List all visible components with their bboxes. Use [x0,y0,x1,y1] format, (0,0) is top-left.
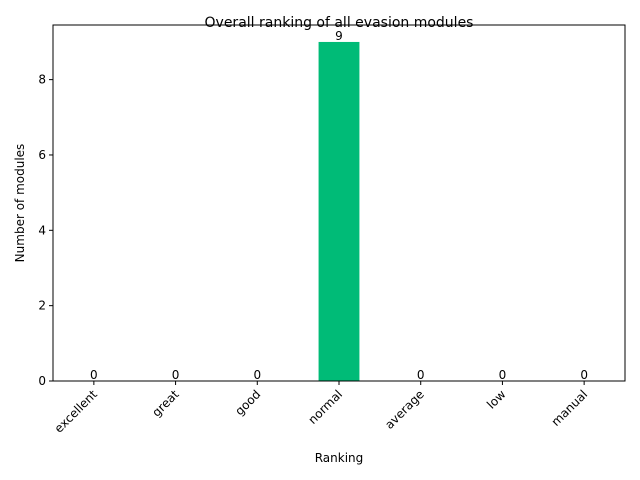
y-tick-label-2: 2 [38,299,46,313]
x-tick-label-normal: normal [305,387,345,427]
y-axis-label: Number of modules [13,144,27,263]
y-tick-label-4: 4 [38,223,46,237]
data-label-manual: 0 [580,368,588,382]
x-axis-label: Ranking [315,451,364,465]
chart-title: Overall ranking of all evasion modules [205,15,474,31]
x-tick-label-great: great [149,387,182,420]
data-labels-group: 0 0 0 9 0 0 0 [90,29,588,382]
y-tick-label-6: 6 [38,148,46,162]
data-label-average: 0 [417,368,425,382]
y-tick-label-0: 0 [38,374,46,388]
y-axis: 0 2 4 6 8 [38,73,53,388]
data-label-low: 0 [499,368,507,382]
x-tick-label-excellent: excellent [52,387,101,436]
data-label-normal: 9 [335,29,343,43]
x-tick-label-good: good [232,387,263,418]
bar-normal [318,41,360,381]
data-label-excellent: 0 [90,368,98,382]
bars-group [318,41,360,381]
data-label-great: 0 [172,368,180,382]
x-tick-label-average: average [382,387,427,432]
x-axis: excellent great good normal average low manual [52,381,591,436]
x-tick-label-low: low [484,387,509,412]
y-tick-label-8: 8 [38,73,46,87]
x-tick-label-manual: manual [549,387,591,429]
data-label-good: 0 [253,368,261,382]
